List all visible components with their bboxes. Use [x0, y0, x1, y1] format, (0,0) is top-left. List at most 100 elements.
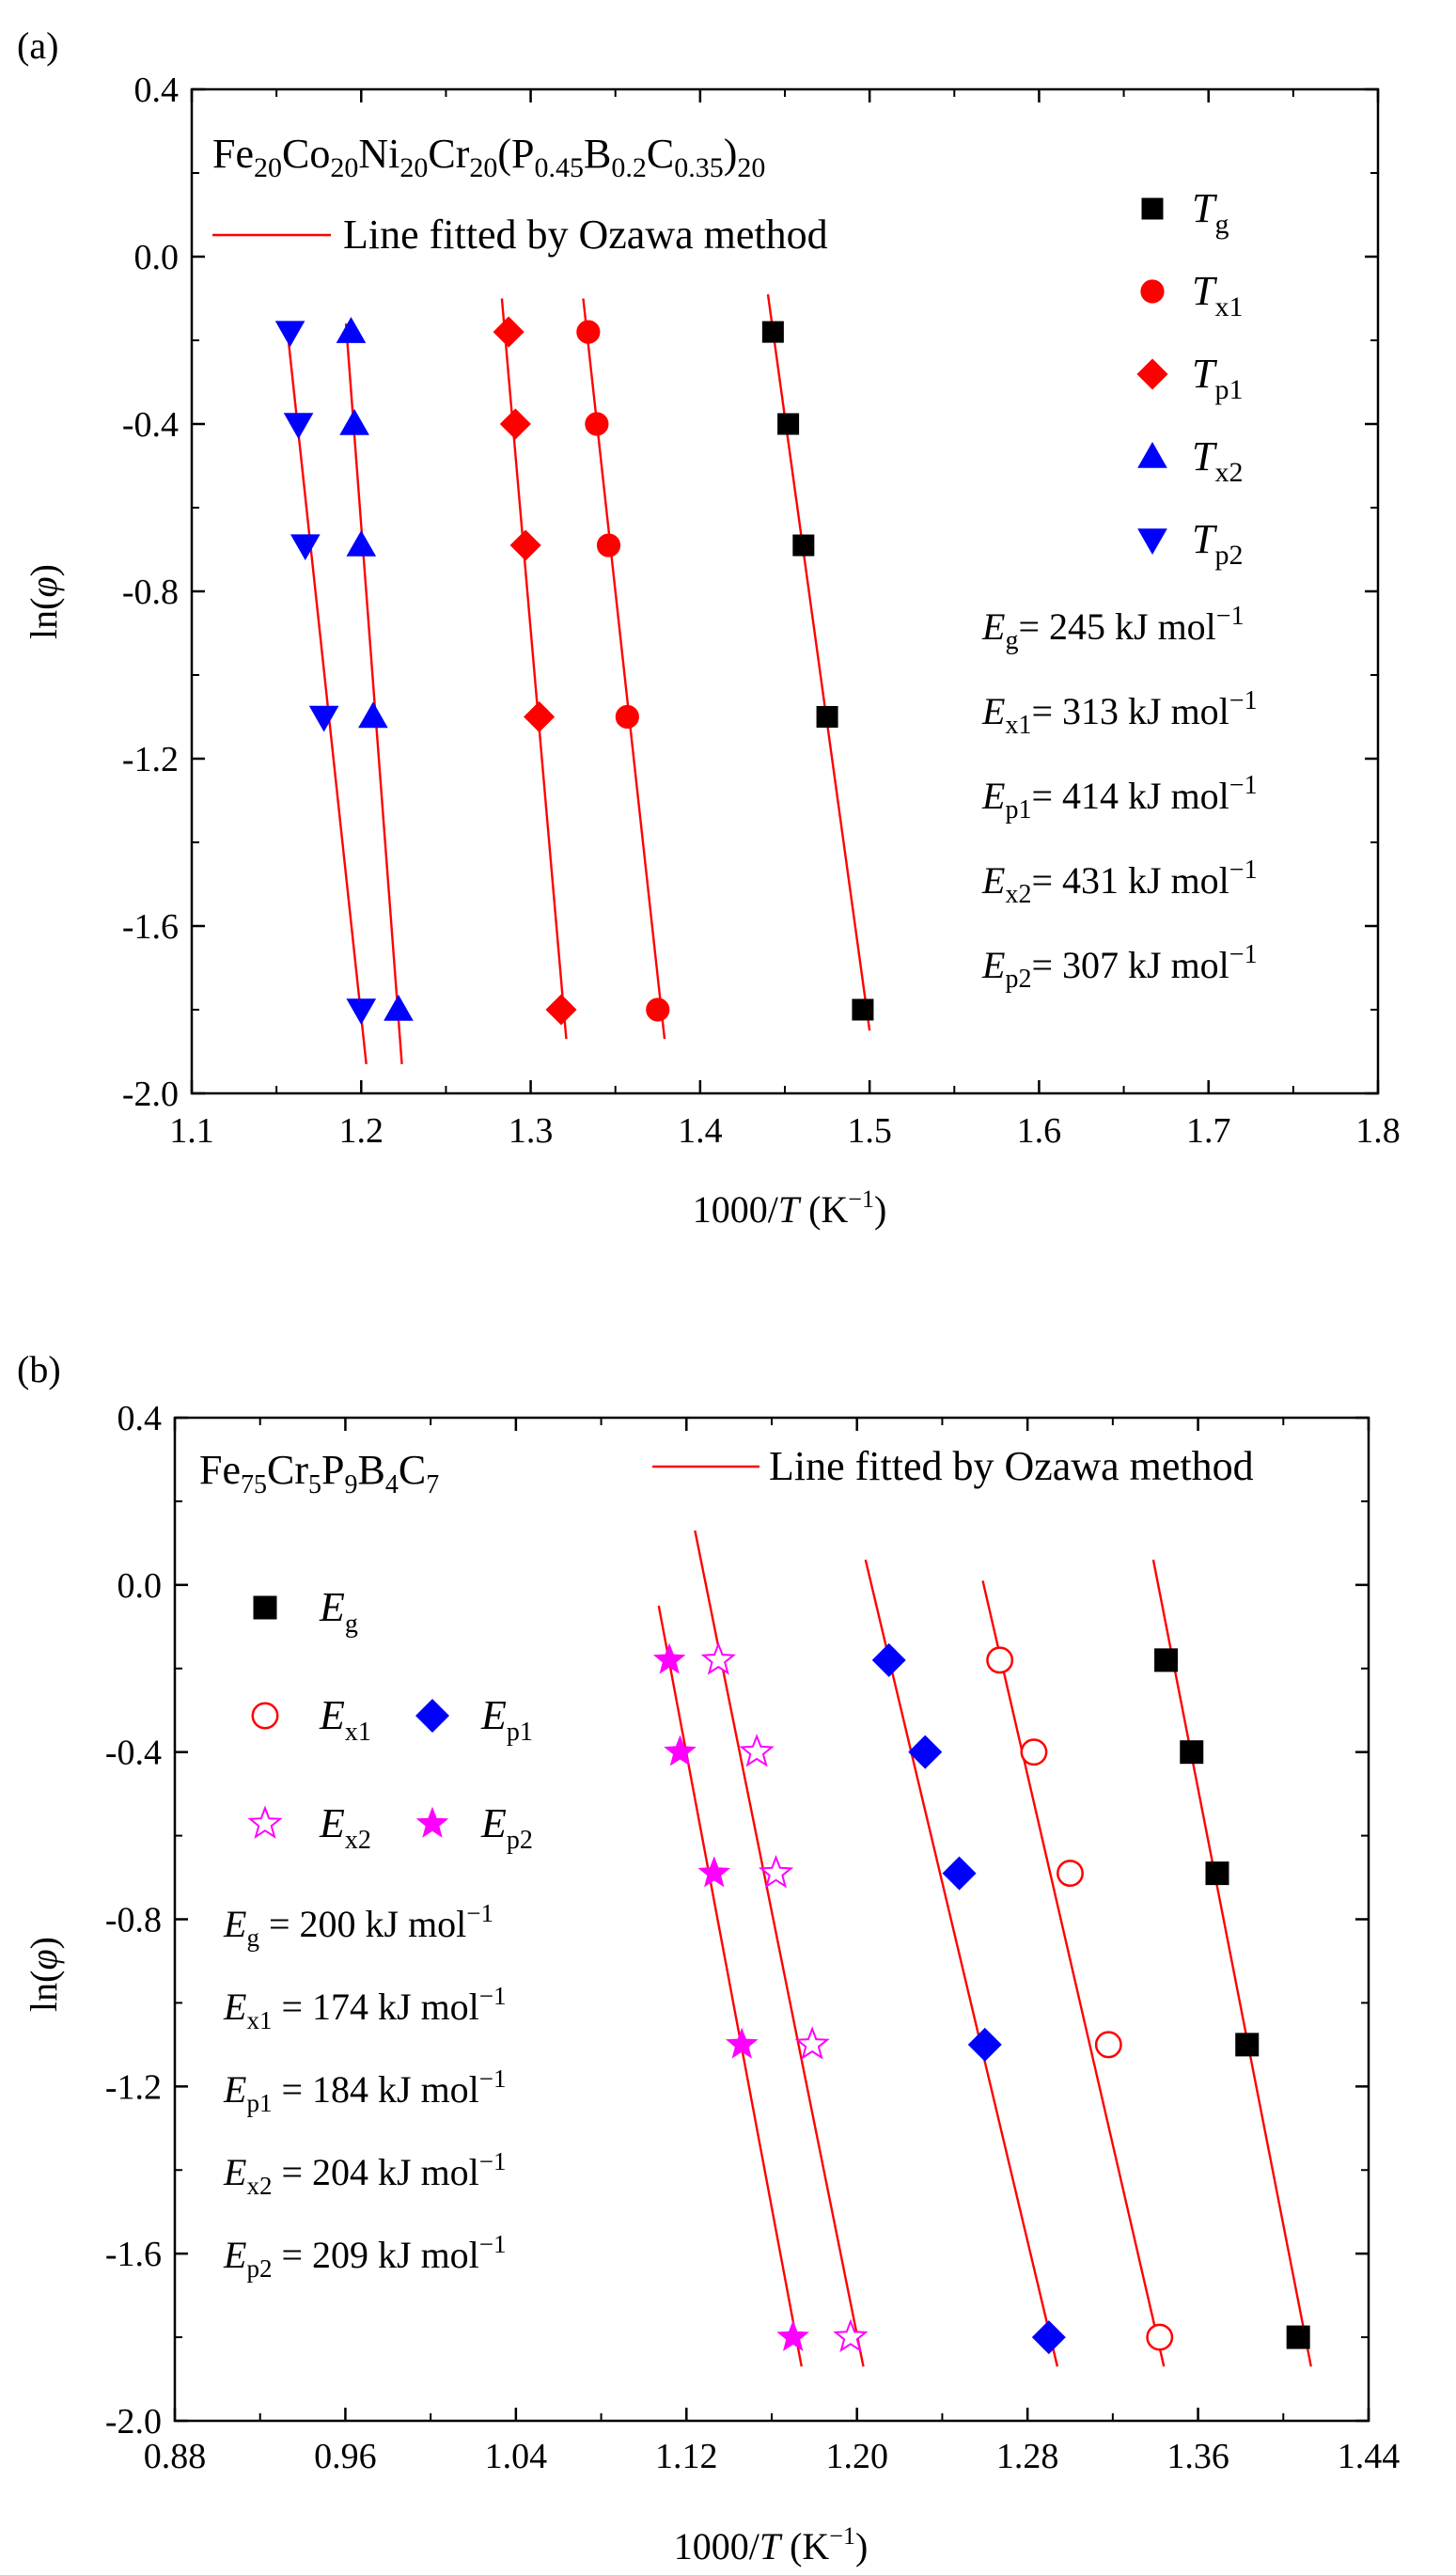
activation-energy-p2: Ep2 = 209 kJ mol−1 — [223, 2230, 507, 2283]
point-ep1 — [942, 1856, 977, 1891]
point-tg — [852, 998, 874, 1021]
legend-marker-ex1 — [251, 1702, 279, 1730]
point-tg — [816, 706, 838, 728]
point-tx2 — [358, 701, 388, 729]
y-tick-label: 0.0 — [134, 238, 180, 277]
y-tick-label: -0.8 — [105, 1901, 162, 1940]
activation-energy-g: Eg= 245 kJ mol−1 — [981, 602, 1245, 655]
activation-energy-x2: Ex2 = 204 kJ mol−1 — [223, 2147, 507, 2200]
y-tick-label: 0.4 — [117, 1399, 163, 1438]
legend-label-tp2: Tp2 — [1192, 516, 1243, 571]
x-tick-label: 1.28 — [996, 2437, 1059, 2476]
x-tick-label: 1.44 — [1338, 2437, 1401, 2476]
fit-line-ex1 — [981, 1580, 1166, 2367]
point-ex2 — [833, 2318, 869, 2352]
point-tp2 — [290, 534, 321, 561]
point-tg — [792, 534, 815, 557]
panel-a-label: (a) — [17, 24, 58, 67]
activation-energy-g: Eg = 200 kJ mol−1 — [223, 1899, 493, 1952]
fit-legend-label: Line fitted by Ozawa method — [769, 1443, 1254, 1489]
y-tick-label: -0.8 — [122, 573, 179, 612]
point-ex1 — [1146, 2323, 1174, 2351]
point-ep1 — [967, 2027, 1002, 2062]
point-ep1 — [1031, 2320, 1066, 2355]
activation-energy-x1: Ex1= 313 kJ mol−1 — [981, 686, 1258, 740]
point-ex1 — [1020, 1738, 1048, 1766]
point-ex2 — [700, 1641, 736, 1675]
alloy-title: Fe75Cr5P9B4C7 — [199, 1447, 439, 1499]
point-ex1 — [1094, 2031, 1122, 2059]
point-tx1 — [585, 412, 609, 436]
y-tick-label: 0.0 — [117, 1566, 163, 1606]
point-ep2 — [776, 2319, 810, 2351]
y-tick-label: -0.4 — [105, 1734, 162, 1773]
x-tick-label: 1.20 — [825, 2437, 888, 2476]
point-tx1 — [576, 320, 601, 344]
legend-marker-tg — [1141, 197, 1164, 220]
legend-label-ep1: Ep1 — [480, 1692, 533, 1747]
point-tg — [777, 413, 800, 435]
x-tick-label: 0.96 — [314, 2437, 377, 2476]
point-eg — [1286, 2325, 1310, 2349]
point-eg — [1235, 2033, 1260, 2057]
point-eg — [1154, 1648, 1179, 1672]
point-ep2 — [697, 1856, 731, 1888]
fit-line-ep2 — [657, 1605, 803, 2367]
x-tick-label: 1.8 — [1355, 1111, 1401, 1151]
point-tx2 — [384, 995, 414, 1021]
panel-a-ylabel: ln(φ) — [23, 564, 65, 639]
legend-label-tg: Tg — [1192, 185, 1229, 240]
y-tick-label: -0.4 — [122, 405, 179, 445]
legend-marker-ex2 — [247, 1805, 283, 1839]
fit-line-ep1 — [864, 1559, 1059, 2367]
activation-energy-p1: Ep1 = 184 kJ mol−1 — [223, 2065, 507, 2117]
point-ep2 — [664, 1735, 697, 1766]
point-eg — [1180, 1740, 1204, 1765]
y-tick-label: -1.2 — [122, 740, 179, 779]
fit-legend-label: Line fitted by Ozawa method — [343, 212, 828, 258]
point-eg — [1205, 1861, 1229, 1886]
fit-line-tx2 — [344, 323, 403, 1064]
point-tg — [761, 321, 784, 343]
point-tx1 — [596, 533, 621, 557]
point-tp1 — [509, 529, 541, 561]
activation-energy-p1: Ep1= 414 kJ mol−1 — [981, 771, 1258, 824]
legend-label-tx2: Tx2 — [1192, 433, 1243, 488]
point-tp2 — [274, 321, 305, 348]
y-tick-label: -2.0 — [122, 1075, 179, 1114]
x-tick-label: 1.1 — [169, 1111, 214, 1151]
legend-marker-eg — [253, 1595, 277, 1620]
alloy-title: Fe20Co20Ni20Cr20(P0.45B0.2C0.35)20 — [212, 131, 765, 183]
point-tp1 — [499, 408, 531, 440]
x-tick-label: 1.6 — [1017, 1111, 1062, 1151]
point-ex2 — [794, 2026, 830, 2060]
legend-label-ep2: Ep2 — [480, 1800, 533, 1855]
point-ex2 — [758, 1855, 794, 1889]
point-tp1 — [493, 316, 524, 348]
panel-a: (a) ln(φ) 1000/T (K−1) 1.1 1.2 1.3 1.4 1.5 1.… — [17, 24, 1401, 1231]
point-tx1 — [646, 997, 670, 1022]
x-tick-label: 1.7 — [1186, 1111, 1231, 1151]
legend-label-ex1: Ex1 — [319, 1692, 371, 1747]
legend-marker-ep2 — [415, 1806, 449, 1838]
y-tick-label: -1.2 — [105, 2067, 162, 2107]
x-tick-label: 1.3 — [509, 1111, 554, 1151]
x-tick-label: 1.5 — [847, 1111, 892, 1151]
y-tick-label: -1.6 — [105, 2235, 162, 2274]
fit-line-eg — [1151, 1559, 1312, 2367]
x-tick-label: 1.36 — [1166, 2437, 1229, 2476]
legend-label-ex2: Ex2 — [319, 1800, 371, 1855]
y-tick-label: 0.4 — [134, 71, 180, 110]
point-tx2 — [346, 530, 377, 557]
point-ep2 — [725, 2027, 759, 2059]
point-tx2 — [336, 317, 367, 343]
fit-line-tp2 — [285, 323, 368, 1064]
activation-energy-x2: Ex2= 431 kJ mol−1 — [981, 856, 1258, 909]
legend-label-eg: Eg — [319, 1584, 358, 1639]
point-tp2 — [346, 998, 377, 1025]
point-tx1 — [615, 704, 639, 730]
point-tx2 — [339, 409, 369, 435]
x-tick-label: 1.04 — [485, 2437, 548, 2476]
